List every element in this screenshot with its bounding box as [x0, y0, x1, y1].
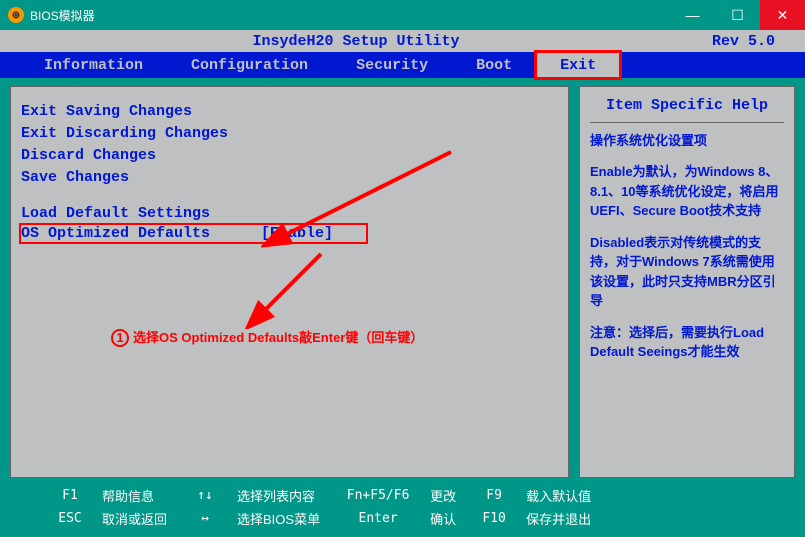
menu-selected-value: [Enable] [261, 225, 333, 242]
menu-selected-label: OS Optimized Defaults [21, 225, 261, 242]
menu-exit-saving[interactable]: Exit Saving Changes [21, 101, 558, 123]
help-p1: 操作系统优化设置项 [590, 131, 784, 151]
window-titlebar: ⊕ BIOS模拟器 — ☐ ✕ [0, 0, 805, 30]
annotation-number-icon: 1 [111, 329, 129, 347]
footer-label-updown: 选择列表内容 [237, 486, 315, 505]
footer-label-f10: 保存并退出 [526, 509, 591, 528]
minimize-button[interactable]: — [670, 0, 715, 30]
footer-key-esc: ESC [50, 511, 90, 526]
footer-key-f10: F10 [474, 511, 514, 526]
annotation-step1: 1 选择OS Optimized Defaults敲Enter键（回车键） [111, 327, 423, 347]
app-icon: ⊕ [8, 7, 24, 23]
menu-os-optimized-defaults[interactable]: OS Optimized Defaults [Enable] [21, 225, 366, 242]
footer-label-f1: 帮助信息 [102, 486, 154, 505]
footer-label-leftright: 选择BIOS菜单 [237, 509, 320, 528]
utility-name: InsydeH20 Setup Utility [0, 33, 712, 50]
bios-tabs: Information Configuration Security Boot … [0, 52, 805, 78]
bios-header: InsydeH20 Setup Utility Rev 5.0 [0, 30, 805, 52]
bios-footer: F1 帮助信息 ESC 取消或返回 ↑↓ 选择列表内容 ↔ 选择BIOS菜单 Fn+F5… [0, 478, 805, 536]
maximize-button[interactable]: ☐ [715, 0, 760, 30]
tab-configuration[interactable]: Configuration [167, 52, 332, 78]
menu-load-defaults[interactable]: Load Default Settings [21, 203, 558, 225]
annotation-arrow-2 [241, 249, 361, 329]
footer-key-enter: Enter [338, 511, 418, 526]
window-controls: — ☐ ✕ [670, 0, 805, 30]
menu-exit-discarding[interactable]: Exit Discarding Changes [21, 123, 558, 145]
tab-exit[interactable]: Exit [536, 52, 620, 78]
menu-save-changes[interactable]: Save Changes [21, 167, 558, 189]
tab-security[interactable]: Security [332, 52, 452, 78]
footer-label-enter: 确认 [430, 509, 456, 528]
footer-key-leftright: ↔ [185, 511, 225, 526]
help-p4: 注意：选择后，需要执行Load Default Seeings才能生效 [590, 323, 784, 362]
tab-information[interactable]: Information [20, 52, 167, 78]
help-p3: Disabled表示对传统模式的支持，对于Windows 7系统需使用该设置，此… [590, 233, 784, 311]
close-button[interactable]: ✕ [760, 0, 805, 30]
tab-boot[interactable]: Boot [452, 52, 536, 78]
footer-key-fnf5: Fn+F5/F6 [338, 488, 418, 503]
menu-panel: Exit Saving Changes Exit Discarding Chan… [10, 86, 569, 478]
footer-label-esc: 取消或返回 [102, 509, 167, 528]
footer-key-f9: F9 [474, 488, 514, 503]
revision-label: Rev 5.0 [712, 33, 775, 50]
window-title: BIOS模拟器 [30, 7, 95, 24]
bios-content: Exit Saving Changes Exit Discarding Chan… [0, 78, 805, 478]
menu-discard-changes[interactable]: Discard Changes [21, 145, 558, 167]
footer-key-updown: ↑↓ [185, 488, 225, 503]
help-panel: Item Specific Help 操作系统优化设置项 Enable为默认，为… [579, 86, 795, 478]
footer-label-f9: 载入默认值 [526, 486, 591, 505]
help-title: Item Specific Help [590, 95, 784, 123]
footer-label-fnf5: 更改 [430, 486, 456, 505]
annotation-step1-text: 选择OS Optimized Defaults敲Enter键（回车键） [133, 330, 423, 345]
footer-key-f1: F1 [50, 488, 90, 503]
help-p2: Enable为默认，为Windows 8、8.1、10等系统优化设定，将启用UE… [590, 162, 784, 221]
